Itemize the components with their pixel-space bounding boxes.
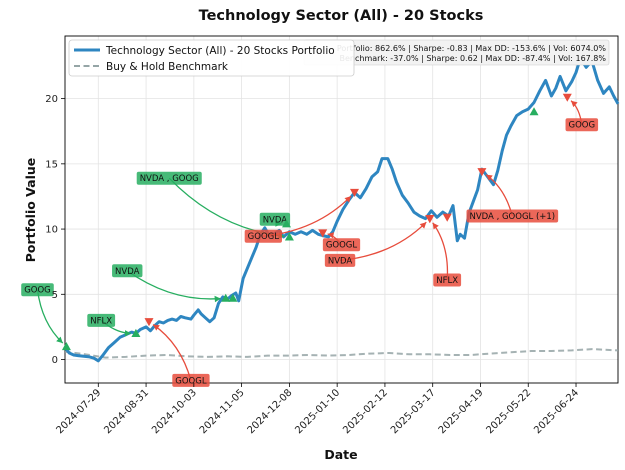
signal-arrowhead: [124, 330, 131, 337]
y-ticks: 0 5 10 15 20: [45, 94, 65, 366]
signal-label: NVDA: [328, 256, 353, 266]
legend-label-benchmark: Buy & Hold Benchmark: [106, 61, 229, 73]
signal-label: NVDA: [115, 267, 140, 277]
signal-arrowhead: [571, 100, 578, 108]
signal-label-box: [87, 313, 116, 327]
sell-signal: GOOGL: [144, 318, 210, 387]
sell-marker: [477, 168, 487, 177]
signal-arrowhead: [56, 336, 63, 344]
plot-area: [64, 35, 619, 384]
signal-label-box: [172, 373, 210, 387]
signal-arrowhead: [419, 222, 427, 229]
signal-arrowhead: [153, 324, 160, 331]
signal-label-box: [244, 229, 282, 243]
y-tick-label: 0: [52, 355, 58, 366]
grid: [65, 36, 618, 383]
sell-marker: [144, 318, 154, 327]
sell-marker: [318, 229, 328, 238]
buy-marker: [228, 293, 238, 302]
signal-label: GOOGL: [326, 241, 358, 251]
signal-arrowhead: [486, 174, 493, 181]
buy-signal: NVDA: [112, 264, 231, 303]
sell-signal: GOOGL: [244, 188, 359, 243]
y-tick-label: 10: [45, 225, 58, 236]
signal-label-box: [565, 118, 599, 132]
signal-arrowhead: [214, 295, 221, 303]
y-tick-label: 15: [45, 159, 58, 170]
signal-label: NFLX: [436, 276, 458, 286]
signal-label: NVDA , GOOGL (+1): [469, 212, 555, 222]
buy-signal: [529, 107, 539, 116]
signal-layer: GOOG NFLX NVDA NVDA , GOOG NVDA GOOGL GOOGL GOO…: [21, 93, 599, 387]
sell-signal: NVDA , GOOGL (+1): [466, 168, 559, 223]
buy-signal: NVDA: [259, 212, 291, 228]
legend-box: [68, 39, 355, 77]
signal-arrow: [152, 323, 192, 381]
signal-label-box: [112, 264, 143, 278]
signal-label-box: [466, 209, 559, 223]
signal-label: NFLX: [90, 316, 112, 326]
benchmark-line: [64, 348, 619, 359]
signal-label: NVDA: [263, 215, 288, 225]
sell-signal: GOOGL: [318, 229, 361, 252]
signal-label: GOOG: [569, 121, 596, 131]
stats-portfolio: Portfolio: 862.6% | Sharpe: -0.83 | Max …: [337, 44, 607, 53]
buy-marker: [61, 342, 71, 351]
signal-label: NVDA , GOOG: [140, 174, 199, 184]
buy-marker: [282, 219, 291, 228]
buy-marker: [131, 328, 141, 337]
y-axis-title: Portfolio Value: [23, 158, 38, 263]
buy-signal: NFLX: [87, 313, 141, 337]
signal-label: GOOGL: [248, 232, 280, 242]
signal-label: GOOG: [24, 286, 51, 296]
portfolio-line: [63, 56, 620, 363]
stats-benchmark: Benchmark: -37.0% | Sharpe: 0.62 | Max D…: [340, 54, 607, 63]
series-layer: [63, 56, 620, 363]
signal-label-box: [136, 171, 202, 185]
signal-label: GOOGL: [175, 376, 207, 386]
legend-label-portfolio: Technology Sector (All) - 20 Stocks Port…: [105, 45, 335, 57]
signal-arrowhead: [327, 232, 335, 239]
sell-marker: [442, 213, 452, 222]
y-tick-label: 20: [45, 94, 58, 105]
signal-label-box: [322, 238, 361, 252]
x-axis-title: Date: [324, 447, 357, 462]
buy-signal: GOOG: [21, 283, 71, 351]
stats-box: Portfolio: 862.6% | Sharpe: -0.83 | Max …: [303, 39, 610, 66]
signal-label-box: [259, 212, 291, 226]
buy-signal: [228, 293, 238, 302]
sell-signal: GOOG: [562, 93, 599, 132]
signal-arrowhead: [432, 222, 439, 230]
chart-title: Technology Sector (All) - 20 Stocks: [199, 8, 484, 24]
sell-signal: [442, 213, 452, 222]
sell-signal: NFLX: [425, 215, 462, 287]
y-tick-label: 5: [52, 290, 58, 301]
legend: Technology Sector (All) - 20 Stocks Port…: [68, 39, 355, 77]
signal-arrowhead: [344, 196, 351, 203]
sell-marker: [562, 93, 572, 102]
signal-label-box: [433, 273, 462, 287]
sell-marker: [425, 215, 435, 224]
signal-label-box: [21, 283, 54, 297]
buy-marker: [529, 107, 539, 116]
buy-marker: [221, 293, 231, 302]
signal-label-box: [324, 253, 356, 267]
sell-marker: [350, 188, 359, 197]
buy-marker: [284, 232, 294, 241]
